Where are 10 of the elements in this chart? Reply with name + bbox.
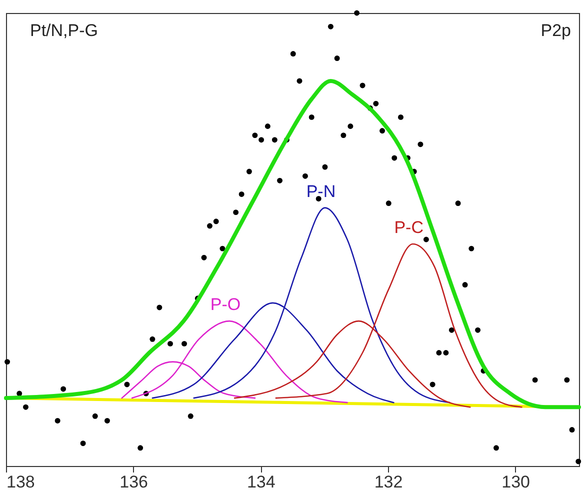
x-tick-label: 138 [6, 472, 35, 492]
series-label: P-C [394, 218, 424, 238]
annotation: P2p [540, 21, 571, 40]
annotation: Pt/N,P-G [30, 21, 98, 40]
series-label: P-N [306, 182, 336, 201]
x-tick-label: 132 [374, 472, 403, 492]
x-tick-label: 136 [120, 472, 148, 492]
x-tick-label: 130 [502, 472, 530, 492]
x-tick-label: 134 [246, 472, 276, 492]
series-label: P-O [210, 295, 241, 314]
